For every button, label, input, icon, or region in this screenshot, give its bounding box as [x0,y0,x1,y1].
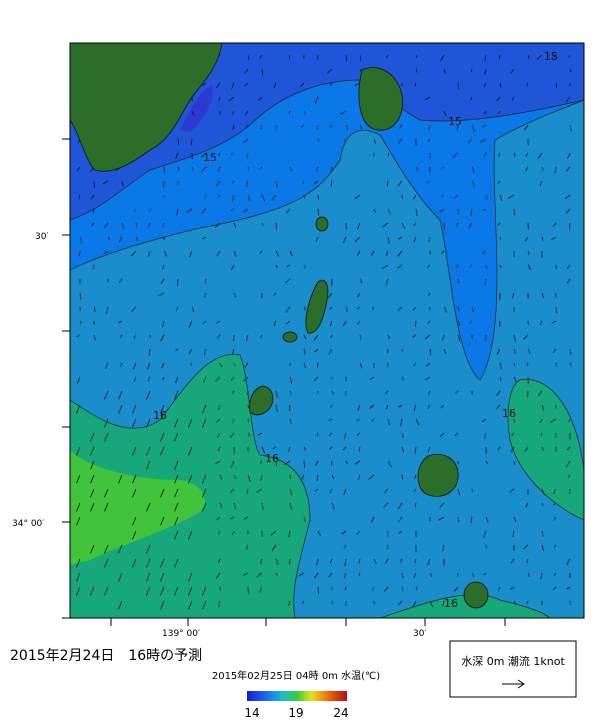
contour-label: 16 [153,409,167,422]
current-arrow [248,391,249,395]
colorbar-tick: 24 [333,706,348,720]
colorbar-tick: 19 [288,706,303,720]
current-arrow [556,293,557,298]
current-arrow [416,321,417,327]
contour-label: 15 [448,115,462,128]
lat-label: 30′ [35,232,49,242]
current-arrow [80,251,81,256]
contour-label: 16 [502,407,516,420]
current-arrow [374,601,375,604]
current-arrow [472,69,473,72]
current-arrow [276,125,277,130]
map-area: 15 15 15 16 16 16 16 [70,43,584,618]
current-arrow [136,223,137,227]
caption: 2015年2月24日 16時の予測 [10,648,202,664]
contour-label: 16 [265,452,279,465]
current-arrow [178,279,179,286]
contour-label: 15 [203,151,217,164]
current-arrow [388,531,389,537]
lon-label: 30′ [413,629,427,639]
current-arrow [556,83,557,88]
current-arrow [318,391,319,394]
current-arrow [458,209,459,214]
colorbar [247,691,347,701]
subtitle: 2015年02月25日 04時 0m 水温(℃) [212,669,380,682]
lon-label: 139° 00′ [162,629,200,639]
current-arrow [304,195,305,198]
current-arrow [486,335,487,341]
current-arrow [570,223,571,229]
contour-label: 15 [544,50,558,63]
legend-box [450,641,576,697]
colorbar-tick: 14 [244,706,259,720]
lat-label: 34° 00′ [12,519,44,529]
contour-label: 16 [444,597,458,610]
legend-text: 水深 0m 潮流 1knot [461,654,565,668]
current-arrow [444,223,445,230]
current-arrow [304,461,305,467]
current-arrow [290,363,291,366]
